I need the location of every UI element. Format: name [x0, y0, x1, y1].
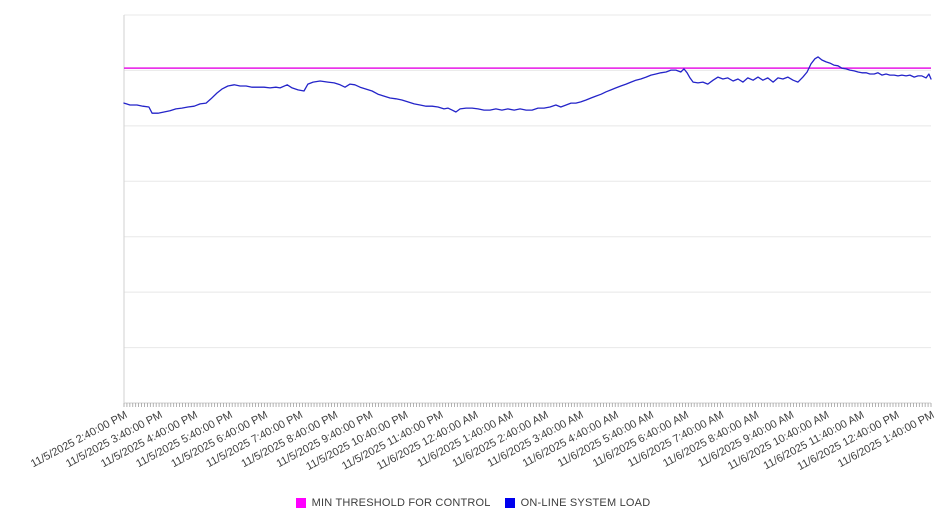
legend-item-min-threshold[interactable]: MIN THRESHOLD FOR CONTROL: [295, 497, 491, 509]
legend-item-online-system-load[interactable]: ON-LINE SYSTEM LOAD: [504, 497, 651, 509]
load-legend-label: ON-LINE SYSTEM LOAD: [520, 497, 651, 509]
online-system-load-line: [123, 56, 932, 114]
chart-legend: MIN THRESHOLD FOR CONTROL ON-LINE SYSTEM…: [0, 497, 946, 509]
threshold-swatch-icon: [295, 498, 306, 508]
load-swatch-icon: [504, 498, 515, 508]
threshold-legend-label: MIN THRESHOLD FOR CONTROL: [311, 497, 491, 509]
